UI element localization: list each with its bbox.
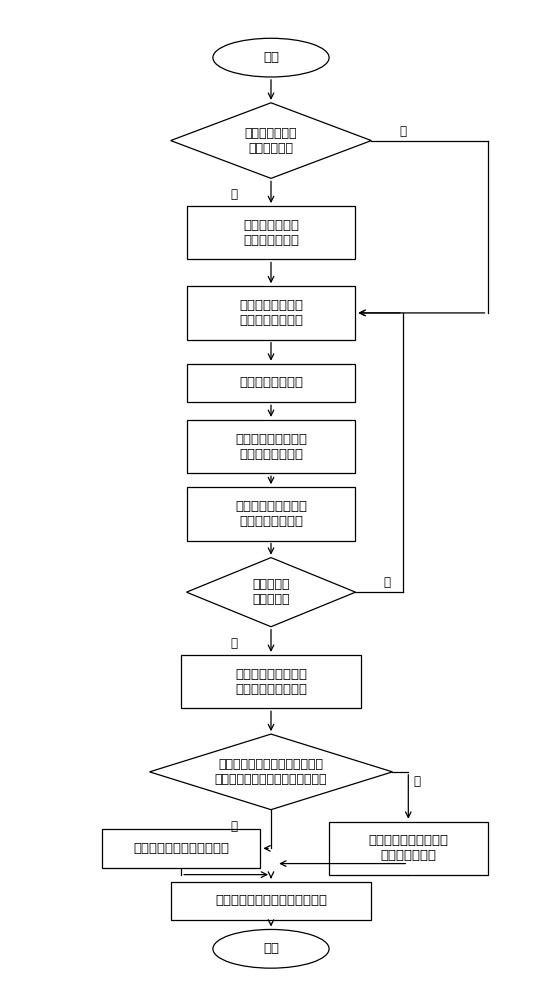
Bar xyxy=(186,420,356,473)
Text: 当前喷嘴流量特性漂移过大: 当前喷嘴流量特性漂移过大 xyxy=(133,842,229,855)
Text: 否: 否 xyxy=(399,125,406,138)
Text: 否: 否 xyxy=(414,775,421,788)
Bar xyxy=(186,286,356,340)
Text: 否: 否 xyxy=(384,576,391,589)
Text: 是: 是 xyxy=(230,820,237,833)
Text: 打开减压器截止阀与发动机点火: 打开减压器截止阀与发动机点火 xyxy=(215,894,327,907)
Text: 关闭减压器截止阀: 关闭减压器截止阀 xyxy=(239,376,303,389)
Text: 以固定脉宽驱动单个
喷嘴喷射燃气一次: 以固定脉宽驱动单个 喷嘴喷射燃气一次 xyxy=(235,433,307,461)
Text: 发动机是否处于
减速断油工况: 发动机是否处于 减速断油工况 xyxy=(245,127,297,155)
Bar xyxy=(186,487,356,541)
Polygon shape xyxy=(171,103,371,178)
Bar xyxy=(186,206,356,259)
Text: 是: 是 xyxy=(230,188,237,201)
Text: 计算所有喷嘴喷射时
的压力变化率平均值: 计算所有喷嘴喷射时 的压力变化率平均值 xyxy=(235,668,307,696)
Text: 开启减压器截止阀
一段时间建立轨压: 开启减压器截止阀 一段时间建立轨压 xyxy=(239,299,303,327)
Text: 计算喷嘴喷射时间段
内燃气压力变化率: 计算喷嘴喷射时间段 内燃气压力变化率 xyxy=(235,500,307,528)
Text: 关闭减压器截止
阀与发动机点火: 关闭减压器截止 阀与发动机点火 xyxy=(243,219,299,247)
Ellipse shape xyxy=(213,929,329,968)
Bar xyxy=(186,364,356,402)
Text: 开始: 开始 xyxy=(263,51,279,64)
Ellipse shape xyxy=(213,38,329,77)
Polygon shape xyxy=(150,734,392,810)
Bar xyxy=(181,655,361,708)
Text: 是: 是 xyxy=(230,637,237,650)
Polygon shape xyxy=(186,558,356,627)
Text: 当前喷嘴流量特性漂移
量在平均水平内: 当前喷嘴流量特性漂移 量在平均水平内 xyxy=(369,834,448,862)
Text: 某个喷嘴喷射时的压力变化率与
平均压力变化率偏差是否大于阈值: 某个喷嘴喷射时的压力变化率与 平均压力变化率偏差是否大于阈值 xyxy=(215,758,327,786)
Text: 结束: 结束 xyxy=(263,942,279,955)
Bar xyxy=(171,882,371,920)
Bar xyxy=(329,822,487,875)
Text: 所有喷嘴喷
射是否完成: 所有喷嘴喷 射是否完成 xyxy=(252,578,290,606)
Bar xyxy=(102,829,261,868)
